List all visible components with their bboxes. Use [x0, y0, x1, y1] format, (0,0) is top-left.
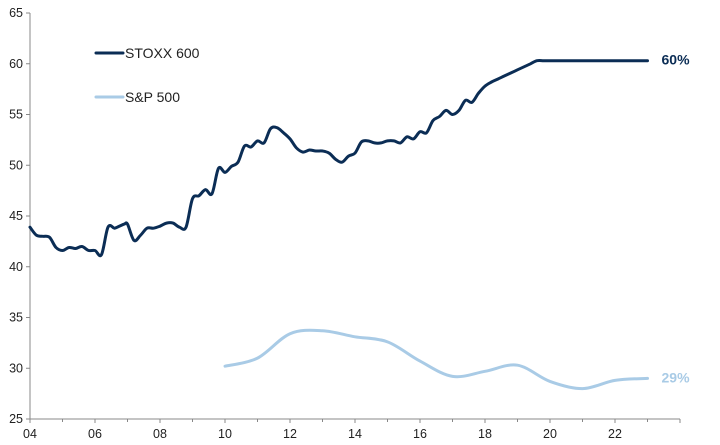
series-end-labels: 60% 29%	[662, 52, 691, 386]
legend: STOXX 600 S&P 500	[94, 45, 200, 105]
x-axis-ticks: 04 06 08 10 12 14 16 18 20 22	[23, 419, 681, 441]
x-tick-label: 16	[413, 427, 427, 441]
y-axis-ticks: 25 30 35 40 45 50 55 60 65	[9, 6, 30, 426]
y-tick-label: 45	[9, 209, 23, 223]
series-line-1	[28, 58, 649, 258]
y-tick-label: 30	[9, 361, 23, 375]
series-line-2	[223, 328, 649, 391]
y-tick-label: 60	[9, 57, 23, 71]
axes	[29, 13, 680, 420]
y-tick-label: 35	[9, 311, 23, 325]
y-tick-label: 50	[9, 158, 23, 172]
series-end-label-2: 29%	[662, 369, 691, 385]
x-tick-label: 04	[23, 427, 37, 441]
series-lines	[28, 58, 649, 391]
series-end-label-1: 60%	[662, 52, 691, 68]
y-tick-label: 40	[9, 260, 23, 274]
x-tick-label: 20	[543, 427, 557, 441]
legend-label-2: S&P 500	[125, 89, 180, 105]
y-tick-label: 25	[9, 412, 23, 426]
x-tick-label: 12	[283, 427, 297, 441]
y-tick-label: 55	[9, 108, 23, 122]
legend-label-1: STOXX 600	[125, 45, 200, 61]
x-tick-label: 18	[478, 427, 492, 441]
x-tick-label: 06	[88, 427, 102, 441]
x-tick-label: 10	[218, 427, 232, 441]
x-tick-label: 14	[348, 427, 362, 441]
x-tick-label: 22	[608, 427, 622, 441]
x-tick-label: 08	[153, 427, 167, 441]
y-tick-label: 65	[9, 6, 23, 20]
